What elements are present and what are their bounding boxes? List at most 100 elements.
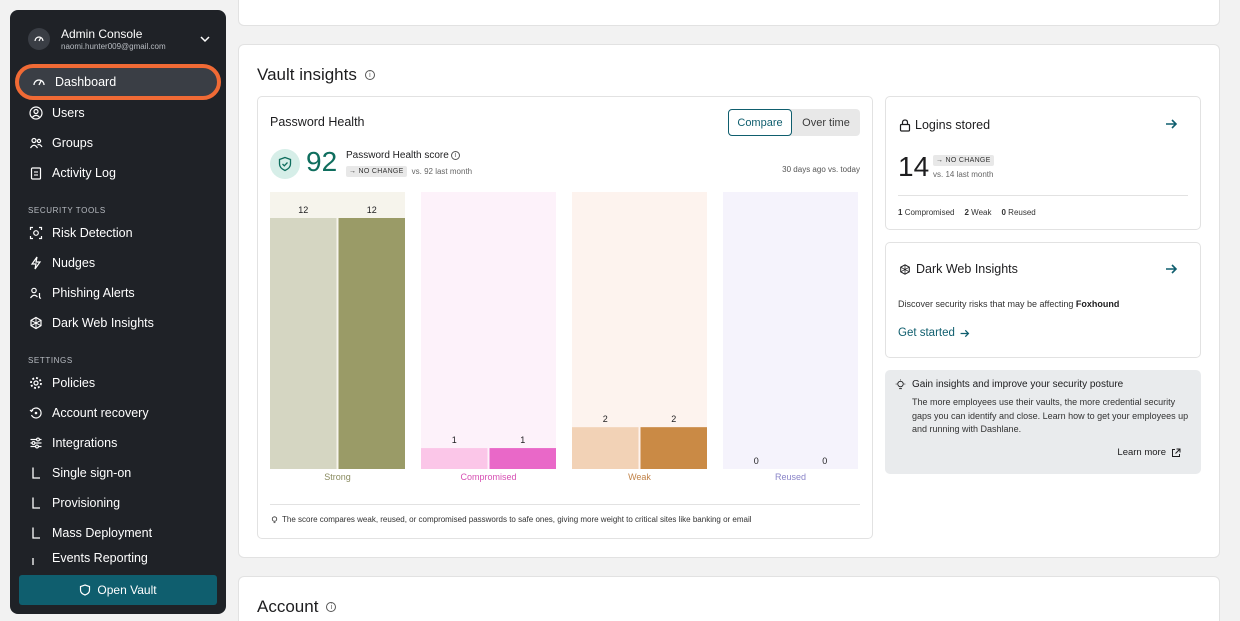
vault-insights-heading: Vault insights i bbox=[257, 65, 375, 85]
stat-weak: 2 Weak bbox=[964, 208, 992, 217]
lightning-icon bbox=[28, 255, 44, 271]
sidebar-item-policies[interactable]: Policies bbox=[26, 371, 226, 395]
password-health-panel: Password Health Compare Over time 92 Pas… bbox=[257, 96, 873, 539]
sidebar-item-dashboard[interactable]: Dashboard bbox=[15, 64, 221, 100]
no-change-badge: → NO CHANGE bbox=[933, 155, 994, 166]
open-vault-button[interactable]: Open Vault bbox=[19, 575, 217, 605]
risk-scan-icon bbox=[28, 225, 44, 241]
logins-vs: vs. 14 last month bbox=[933, 170, 994, 179]
sub-item-icon bbox=[28, 525, 44, 541]
sidebar-item-label: Phishing Alerts bbox=[52, 286, 135, 300]
compare-button[interactable]: Compare bbox=[728, 109, 792, 136]
sidebar-item-label: Risk Detection bbox=[52, 226, 133, 240]
gear-icon bbox=[28, 375, 44, 391]
sidebar: Admin Console naomi.hunter009@gmail.com … bbox=[10, 10, 226, 614]
over-time-button[interactable]: Over time bbox=[802, 116, 850, 129]
sub-item-icon bbox=[28, 495, 44, 511]
stat-compromised: 1 Compromised bbox=[898, 208, 955, 217]
health-score-label-text: Password Health score bbox=[346, 150, 449, 161]
sidebar-item-dark-web-insights[interactable]: Dark Web Insights bbox=[26, 311, 226, 335]
logins-count: 14 bbox=[898, 151, 930, 182]
sidebar-item-label: Policies bbox=[52, 376, 96, 390]
insights-tip: Gain insights and improve your security … bbox=[885, 370, 1201, 474]
sidebar-item-label: Users bbox=[52, 106, 85, 120]
sidebar-item-nudges[interactable]: Nudges bbox=[26, 251, 226, 275]
bar-value-label: 1 bbox=[452, 435, 457, 445]
insights-body: The more employees use their vaults, the… bbox=[912, 397, 1189, 434]
lightbulb-icon bbox=[271, 516, 278, 524]
divider bbox=[270, 504, 860, 505]
user-circle-icon bbox=[28, 105, 44, 121]
bar bbox=[640, 427, 707, 469]
sidebar-item-single-sign-on[interactable]: Single sign-on bbox=[26, 461, 226, 485]
bar bbox=[421, 448, 488, 469]
bar-value-label: 0 bbox=[754, 456, 759, 466]
top-card bbox=[238, 0, 1220, 26]
sidebar-item-label: Integrations bbox=[52, 436, 118, 450]
bar bbox=[270, 218, 337, 469]
info-icon[interactable]: i bbox=[364, 70, 375, 80]
health-score: 92 bbox=[306, 146, 338, 177]
logins-stats: 1 Compromised 2 Weak 0 Reused bbox=[898, 208, 1036, 217]
bar-group-bg bbox=[421, 192, 556, 469]
sub-item-icon bbox=[28, 465, 44, 481]
gauge-icon bbox=[28, 28, 50, 50]
users-group-icon bbox=[28, 135, 44, 151]
chevron-down-icon[interactable] bbox=[198, 32, 212, 46]
sidebar-item-mass-deployment[interactable]: Mass Deployment bbox=[26, 521, 226, 545]
vault-insights-title: Vault insights bbox=[257, 65, 357, 84]
arrow-right-icon bbox=[960, 329, 970, 337]
comparison-period: 30 days ago vs. today bbox=[782, 165, 860, 174]
bar-value-label: 0 bbox=[822, 456, 827, 466]
dark-web-icon bbox=[28, 315, 44, 331]
account-title: Admin Console bbox=[61, 26, 143, 41]
account-card: Account i bbox=[238, 576, 1220, 621]
dark-web-title: Dark Web Insights bbox=[916, 262, 1018, 276]
sidebar-item-label: Activity Log bbox=[52, 166, 116, 180]
sidebar-item-label: Nudges bbox=[52, 256, 96, 270]
sidebar-item-risk-detection[interactable]: Risk Detection bbox=[26, 221, 226, 245]
bar-value-label: 12 bbox=[367, 205, 377, 215]
lightbulb-icon bbox=[895, 379, 906, 390]
sidebar-item-users[interactable]: Users bbox=[26, 101, 226, 125]
health-score-label: Password Health score i bbox=[346, 150, 460, 161]
account-email: naomi.hunter009@gmail.com bbox=[61, 41, 166, 51]
bar bbox=[489, 448, 556, 469]
clipboard-icon bbox=[28, 165, 44, 181]
sidebar-item-label: Account recovery bbox=[52, 406, 149, 420]
open-vault-label: Open Vault bbox=[97, 583, 157, 597]
learn-more-link[interactable]: Learn more bbox=[1117, 447, 1181, 458]
sidebar-item-label: Single sign-on bbox=[52, 466, 132, 480]
account-switcher[interactable]: Admin Console naomi.hunter009@gmail.com bbox=[28, 26, 212, 52]
sidebar-item-phishing-alerts[interactable]: Phishing Alerts bbox=[26, 281, 226, 305]
category-label: Weak bbox=[628, 472, 651, 482]
no-change-badge: → NO CHANGE bbox=[346, 166, 407, 177]
arrow-right-icon[interactable] bbox=[1164, 117, 1178, 131]
sidebar-item-groups[interactable]: Groups bbox=[26, 131, 226, 155]
sidebar-item-account-recovery[interactable]: Account recovery bbox=[26, 401, 226, 425]
view-toggle: Compare Over time bbox=[728, 109, 860, 136]
sidebar-item-events-reporting[interactable]: Events Reporting bbox=[26, 546, 226, 570]
sidebar-item-integrations[interactable]: Integrations bbox=[26, 431, 226, 455]
info-icon[interactable]: i bbox=[450, 151, 460, 160]
health-score-change: → NO CHANGE vs. 92 last month bbox=[346, 166, 472, 177]
get-started-link[interactable]: Get started bbox=[898, 327, 970, 339]
bar-value-label: 2 bbox=[671, 414, 676, 424]
logins-stored-title: Logins stored bbox=[915, 118, 991, 132]
logins-stored-card[interactable]: Logins stored 14 → NO CHANGE vs. 14 last… bbox=[885, 96, 1201, 230]
shield-check-icon bbox=[270, 149, 300, 179]
sidebar-item-label: Groups bbox=[52, 136, 93, 150]
sidebar-item-activity-log[interactable]: Activity Log bbox=[26, 161, 226, 185]
sidebar-item-provisioning[interactable]: Provisioning bbox=[26, 491, 226, 515]
info-icon[interactable]: i bbox=[326, 602, 337, 612]
insights-title: Gain insights and improve your security … bbox=[912, 379, 1124, 390]
sidebar-item-label: Dashboard bbox=[55, 75, 117, 89]
sub-item-icon bbox=[28, 550, 44, 566]
sidebar-item-label: Dark Web Insights bbox=[52, 316, 154, 330]
health-footnote: The score compares weak, reused, or comp… bbox=[270, 515, 752, 524]
arrow-right-icon[interactable] bbox=[1164, 262, 1178, 276]
dark-web-icon bbox=[900, 264, 910, 275]
dark-web-insights-card[interactable]: Dark Web Insights Discover security risk… bbox=[885, 242, 1201, 358]
bar bbox=[572, 427, 639, 469]
divider bbox=[898, 195, 1188, 196]
